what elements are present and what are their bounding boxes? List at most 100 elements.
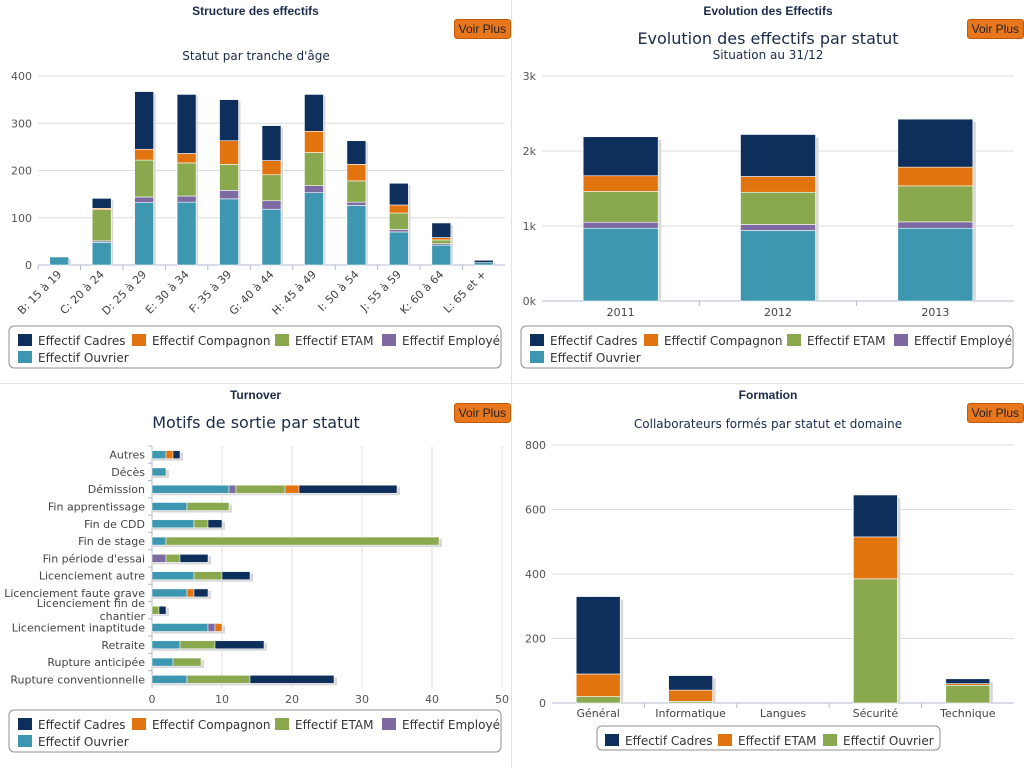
panel-turnover: Turnover Voir Plus Motifs de sortie par …	[0, 384, 512, 768]
legend-swatch	[823, 734, 837, 746]
bar-segment	[740, 176, 816, 193]
bar-segment	[740, 191, 816, 225]
legend-swatch	[644, 334, 658, 346]
bar-segment	[304, 94, 324, 132]
bar-segment	[214, 623, 223, 632]
legend-swatch	[275, 718, 289, 730]
bar-segment	[176, 162, 197, 197]
y-tick-label: Fin période d'essai	[43, 552, 145, 565]
legend-label: Effectif Compagnon	[664, 334, 782, 348]
bar-segment	[151, 536, 167, 546]
bar-segment	[261, 125, 282, 161]
bar-segment	[221, 571, 251, 580]
chart-motifs-sortie: Motifs de sortie par statut 0 10 20 30 40 50 Au…	[4, 413, 509, 753]
panel-header: Formation	[738, 388, 798, 402]
y-tick-label: Rupture conventionnelle	[10, 673, 145, 686]
legend-swatch	[530, 334, 544, 346]
legend-swatch	[275, 334, 289, 346]
chart-evolution: Evolution des effectifs par statutSituat…	[520, 29, 1014, 369]
y-tick-label: Autres	[109, 449, 145, 462]
legend-swatch	[787, 334, 801, 346]
y-tick-label: 3k	[523, 70, 537, 83]
bar-segment	[346, 180, 367, 203]
y-tick-label: Retraite	[101, 639, 145, 652]
legend-label: Effectif Employé	[914, 334, 1012, 348]
legend-swatch	[18, 334, 32, 346]
x-tick-label: 2012	[764, 306, 792, 319]
bar-segment	[346, 201, 367, 206]
x-tick-label: 2011	[607, 306, 635, 319]
bar-segment	[473, 262, 494, 266]
bar-segment	[219, 140, 239, 165]
legend-label: Effectif Cadres	[625, 734, 713, 748]
bar-segment	[151, 588, 188, 598]
legend-swatch	[530, 351, 544, 363]
bar-segment	[261, 160, 282, 176]
x-tick-label: Sécurité	[853, 707, 899, 720]
y-tick-label: 400	[11, 70, 32, 83]
bar-segment	[945, 678, 991, 684]
bar-segment	[389, 212, 409, 230]
chart-formation: Collaborateurs formés par statut et doma…	[525, 417, 1014, 751]
bar-segment	[431, 237, 452, 241]
panel-header: Structure des effectifs	[192, 4, 319, 18]
bar-segment	[346, 140, 367, 165]
voir-plus-button[interactable]: Voir Plus	[453, 19, 511, 39]
panel-evolution-effectifs: Evolution des Effectifs Voir Plus Evolut…	[512, 0, 1024, 384]
voir-plus-button[interactable]: Voir Plus	[966, 19, 1024, 39]
bar-segment	[304, 152, 324, 186]
y-tick-label: Licenciement inaptitude	[12, 622, 145, 635]
legend-label: Effectif Employé	[402, 718, 500, 732]
bar-segment	[134, 202, 154, 266]
y-tick-label: 100	[11, 212, 32, 225]
x-tick-label: 10	[215, 693, 229, 706]
bar-segment	[193, 571, 223, 580]
y-tick-label: 0	[539, 697, 546, 710]
legend-swatch	[605, 734, 619, 746]
x-tick-label: 30	[355, 693, 369, 706]
bar-segment	[897, 118, 974, 168]
y-tick-label: Fin de stage	[78, 535, 145, 548]
bar-segment	[91, 242, 112, 266]
y-tick-label: 200	[525, 633, 546, 646]
bar-segment	[897, 185, 974, 223]
legend-swatch	[718, 734, 732, 746]
x-tick-label: L: 65 et +	[441, 268, 489, 316]
bar-segment	[165, 536, 440, 546]
panel-structure-effectifs: Structure des effectifs Voir Plus Statut…	[0, 0, 512, 384]
x-tick-label: E: 30 à 34	[143, 268, 192, 317]
legend-label: Effectif ETAM	[738, 734, 816, 748]
bar-segment	[897, 221, 974, 229]
legend-label: Effectif ETAM	[295, 718, 373, 732]
voir-plus-button[interactable]: Voir Plus	[453, 403, 511, 423]
legend-swatch	[382, 718, 396, 730]
y-tick-label: 300	[11, 117, 32, 130]
bar-segment	[151, 657, 174, 667]
bar-segment	[945, 684, 991, 704]
bar-segment	[176, 153, 197, 164]
bar-segment	[668, 689, 713, 702]
y-tick-label: Licenciement fin de	[37, 597, 145, 610]
bar-segment	[193, 519, 209, 529]
bar-segment	[158, 605, 167, 615]
legend-swatch	[18, 718, 32, 730]
x-tick-label: 2013	[921, 306, 949, 319]
y-tick-label: Démission	[88, 483, 145, 496]
y-tick-label: Licenciement faute grave	[4, 587, 145, 600]
bar-segment	[151, 450, 167, 459]
x-tick-label: Général	[577, 707, 620, 720]
bar-segment	[431, 244, 452, 266]
bar-segment	[134, 91, 154, 150]
bar-segment	[186, 502, 230, 511]
voir-plus-button[interactable]: Voir Plus	[966, 403, 1024, 423]
bar-segment	[473, 259, 494, 263]
bar-segment	[298, 484, 398, 494]
x-tick-label: K: 60 à 64	[398, 268, 447, 317]
y-tick-label: Rupture anticipée	[47, 656, 145, 669]
chart-title: Collaborateurs formés par statut et doma…	[634, 417, 902, 431]
bar-segment	[284, 484, 300, 494]
bar-segment	[249, 675, 335, 684]
x-tick-label: H: 45 à 49	[269, 268, 319, 318]
bar-segment	[853, 494, 898, 538]
panel-formation: Formation Voir Plus Collaborateurs formé…	[512, 384, 1024, 768]
